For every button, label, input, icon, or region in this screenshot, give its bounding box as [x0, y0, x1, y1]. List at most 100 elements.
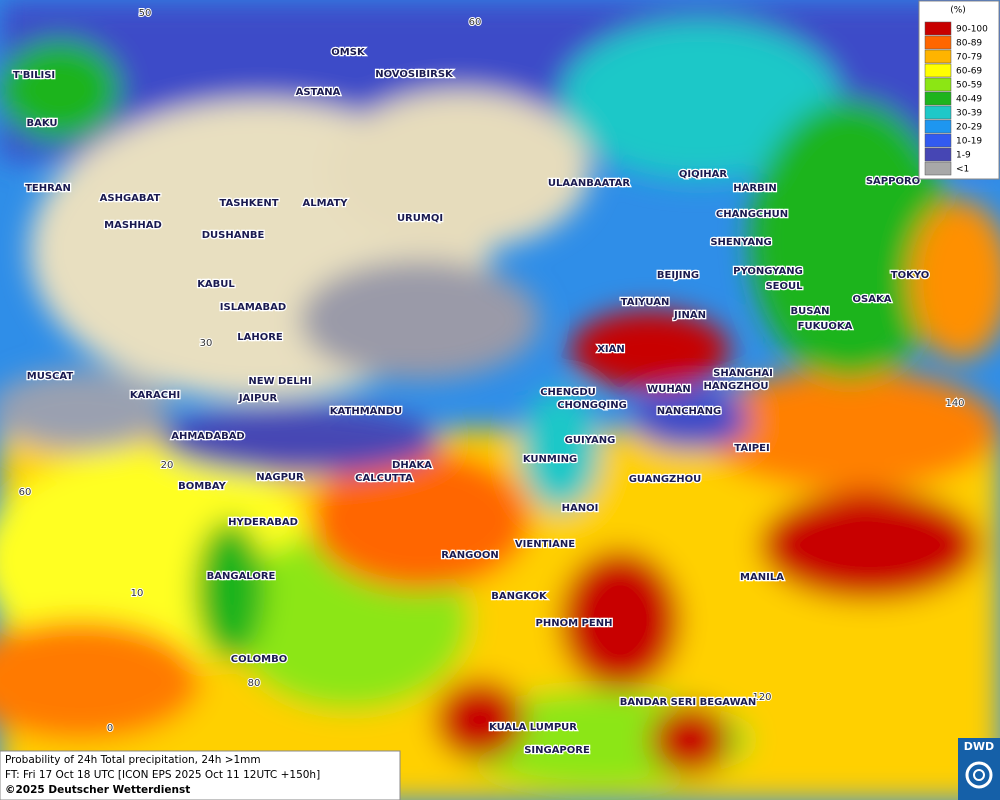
- legend-label: 60-69: [956, 67, 982, 77]
- grid-label: 120: [752, 692, 771, 703]
- city-label: OMSK: [331, 47, 366, 58]
- city-label: RANGOON: [441, 550, 498, 561]
- grid-label: 60: [469, 17, 482, 28]
- city-label: KUNMING: [523, 454, 577, 465]
- city-label: ALMATY: [302, 198, 348, 209]
- legend-label: 50-59: [956, 81, 982, 91]
- legend-swatch: [924, 91, 952, 106]
- city-label: KATHMANDU: [330, 406, 402, 417]
- grid-label: 0: [107, 723, 113, 734]
- grid-labels: 50 60 30 140 20 60 10 80 120 0: [18, 7, 966, 735]
- city-label: HANGZHOU: [704, 381, 769, 392]
- legend-swatch: [924, 77, 952, 92]
- legend-swatch: [924, 119, 952, 134]
- city-label: CALCUTTA: [355, 473, 413, 484]
- logo: DWD: [958, 738, 1000, 800]
- city-label: MANILA: [740, 572, 784, 583]
- city-label: URUMQI: [397, 213, 443, 224]
- legend-label: 10-19: [956, 137, 982, 147]
- city-label: HYDERABAD: [228, 517, 298, 528]
- legend-swatch: [924, 63, 952, 78]
- city-label: TAIYUAN: [621, 297, 670, 308]
- legend-swatch: [924, 133, 952, 148]
- caption: Probability of 24h Total precipitation, …: [0, 750, 401, 800]
- city-label: NANCHANG: [657, 406, 722, 417]
- city-label: TAIPEI: [734, 443, 769, 454]
- legend-swatch: [924, 21, 952, 36]
- grid-label: 60: [19, 487, 32, 498]
- city-label: PYONGYANG: [733, 266, 803, 277]
- city-label: SAPPORO: [866, 176, 920, 187]
- city-label: SEOUL: [765, 281, 803, 292]
- legend-label: 1-9: [956, 151, 971, 161]
- city-label: MUSCAT: [27, 371, 74, 382]
- city-label: BANGKOK: [491, 591, 548, 602]
- logo-icon: [973, 769, 985, 781]
- city-label: XIAN: [597, 344, 625, 355]
- legend-swatch: [924, 105, 952, 120]
- city-label: ULAANBAATAR: [548, 178, 630, 189]
- city-label: KARACHI: [130, 390, 180, 401]
- city-label: COLOMBO: [231, 654, 287, 665]
- grid-label: 80: [248, 678, 261, 689]
- city-label: ISLAMABAD: [220, 302, 286, 313]
- city-label: JINAN: [673, 310, 706, 321]
- city-label: TOKYO: [891, 270, 929, 281]
- legend-swatch: [924, 147, 952, 162]
- city-label: BAKU: [26, 118, 57, 129]
- caption-box: [0, 750, 401, 800]
- caption-line: Probability of 24h Total precipitation, …: [5, 754, 261, 766]
- caption-line: FT: Fri 17 Oct 18 UTC [ICON EPS 2025 Oct…: [5, 769, 320, 781]
- legend-swatch: [924, 161, 952, 176]
- legend-label: 80-89: [956, 39, 982, 49]
- legend-label: 40-49: [956, 95, 982, 105]
- city-label: DUSHANBE: [202, 230, 265, 241]
- city-label: ASHGABAT: [100, 193, 161, 204]
- city-label: DHAKA: [392, 460, 432, 471]
- city-label: HANOI: [562, 503, 599, 514]
- city-label: PHNOM PENH: [536, 618, 613, 629]
- legend-swatch: [924, 35, 952, 50]
- city-label: BUSAN: [790, 306, 829, 317]
- city-label: TEHRAN: [25, 183, 71, 194]
- city-label: LAHORE: [237, 332, 283, 343]
- logo-icon: [965, 761, 993, 789]
- city-label: CHENGDU: [540, 387, 596, 398]
- legend: (%) 90-100 80-89 70-79 60-69 50-59 40-49 30-39…: [918, 0, 1000, 180]
- grid-label: 20: [161, 460, 174, 471]
- legend-label: <1: [956, 165, 969, 175]
- city-label: KUALA LUMPUR: [489, 722, 577, 733]
- legend-label: 20-29: [956, 123, 982, 133]
- legend-title: (%): [950, 6, 966, 16]
- city-label: CHONGQING: [557, 400, 627, 411]
- caption-line: ©2025 Deutscher Wetterdienst: [5, 784, 190, 796]
- city-label: JAIPUR: [238, 393, 278, 404]
- city-label: KABUL: [197, 279, 235, 290]
- city-label: BOMBAY: [178, 481, 226, 492]
- city-label: SHENYANG: [710, 237, 771, 248]
- city-label: VIENTIANE: [515, 539, 575, 550]
- logo-text: DWD: [964, 740, 994, 753]
- legend-label: 30-39: [956, 109, 982, 119]
- city-label: GUANGZHOU: [629, 474, 702, 485]
- city-label: GUIYANG: [565, 435, 616, 446]
- city-label: NOVOSIBIRSK: [375, 69, 454, 80]
- city-label: QIQIHAR: [679, 169, 728, 180]
- city-label: HARBIN: [733, 183, 777, 194]
- legend-label: 90-100: [956, 25, 988, 35]
- city-label: NEW DELHI: [248, 376, 311, 387]
- city-label: OSAKA: [853, 294, 892, 305]
- city-label: MASHHAD: [104, 220, 162, 231]
- city-label: SHANGHAI: [713, 368, 773, 379]
- grid-label: 10: [131, 588, 144, 599]
- city-label: BANDAR SERI BEGAWAN: [620, 697, 757, 708]
- city-label: SINGAPORE: [524, 745, 590, 756]
- legend-swatch: [924, 49, 952, 64]
- city-label: NAGPUR: [256, 472, 304, 483]
- legend-label: 70-79: [956, 53, 982, 63]
- city-label: T'BILISI: [13, 70, 55, 81]
- grid-label: 50: [139, 8, 152, 19]
- city-label: CHANGCHUN: [716, 209, 788, 220]
